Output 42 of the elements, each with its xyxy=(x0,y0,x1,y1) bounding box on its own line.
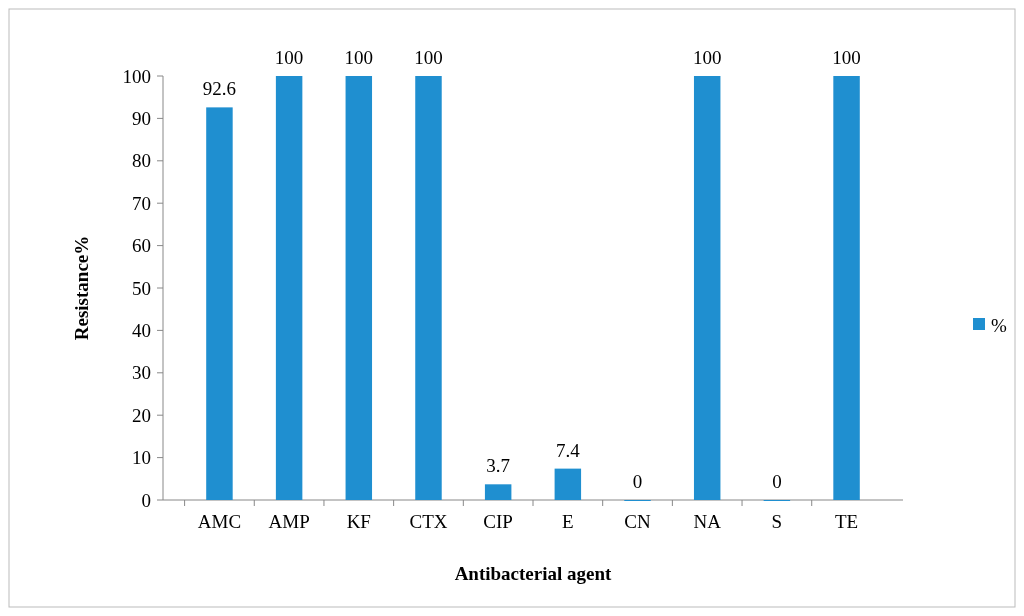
data-label: 100 xyxy=(692,47,722,68)
y-tick-label: 10 xyxy=(132,447,151,469)
y-tick-label: 50 xyxy=(132,277,151,299)
data-label: 100 xyxy=(414,47,443,68)
legend-label: % xyxy=(991,314,1007,336)
y-tick-label: 20 xyxy=(132,404,151,426)
data-label: 0 xyxy=(632,471,643,492)
bar xyxy=(833,76,860,500)
data-label: 100 xyxy=(832,47,861,68)
y-tick-label: 30 xyxy=(132,362,151,384)
bar xyxy=(693,76,721,500)
y-tick-label: 80 xyxy=(132,150,151,172)
data-label: 92.6 xyxy=(202,78,237,100)
bar xyxy=(345,76,373,500)
bar xyxy=(275,76,303,500)
x-tick-label: AMC xyxy=(197,511,242,532)
bar xyxy=(554,468,582,500)
y-tick-label: 100 xyxy=(122,65,151,87)
data-label: 100 xyxy=(274,47,304,68)
bar xyxy=(415,76,442,500)
y-tick-label: 60 xyxy=(132,235,151,257)
bar xyxy=(484,484,512,500)
y-tick-label: 40 xyxy=(132,320,151,342)
x-tick-label: TE xyxy=(834,511,859,532)
x-tick-label: NA xyxy=(693,511,722,532)
y-axis-title: Resistance% xyxy=(71,235,92,341)
x-tick-label: S xyxy=(771,511,783,532)
data-label: 100 xyxy=(344,47,374,68)
x-tick-label: AMP xyxy=(268,511,310,532)
data-label: 0 xyxy=(772,471,782,492)
x-tick-label: CN xyxy=(624,511,651,532)
data-label: 3.7 xyxy=(486,455,511,477)
x-axis-title: Antibacterial agent xyxy=(454,563,613,584)
y-tick-label: 70 xyxy=(132,192,151,214)
x-tick-label: CTX xyxy=(409,511,448,532)
x-tick-label: CIP xyxy=(483,511,513,532)
x-tick-label: KF xyxy=(346,511,371,532)
bar xyxy=(206,107,233,500)
y-tick-label: 90 xyxy=(132,108,151,130)
x-tick-label: E xyxy=(562,511,574,532)
data-label: 7.4 xyxy=(555,439,581,461)
y-tick-label: 0 xyxy=(141,489,151,511)
